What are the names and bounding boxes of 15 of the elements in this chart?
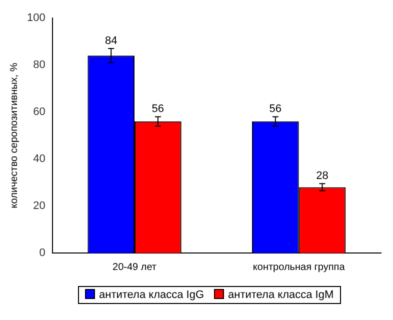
y-tick-label: 20 bbox=[33, 200, 46, 212]
y-tick-label: 60 bbox=[33, 106, 46, 118]
y-tick-label: 100 bbox=[26, 12, 46, 24]
y-tick-label: 40 bbox=[33, 153, 46, 166]
legend-label: антитела класса IgM bbox=[227, 289, 334, 301]
y-tick-label: 0 bbox=[39, 247, 46, 260]
x-tick-label: 20-49 лет bbox=[112, 262, 157, 273]
data-label: 84 bbox=[104, 35, 118, 48]
data-label: 56 bbox=[269, 103, 282, 116]
data-label: 56 bbox=[152, 103, 164, 116]
data-label: 28 bbox=[316, 170, 328, 182]
x-tick-label: контрольная группа bbox=[252, 262, 346, 273]
y-tick-label: 80 bbox=[33, 59, 46, 72]
y-axis-title: количество серопозитивных, % bbox=[8, 62, 20, 208]
legend-label: антитела класса IgG bbox=[98, 289, 204, 301]
